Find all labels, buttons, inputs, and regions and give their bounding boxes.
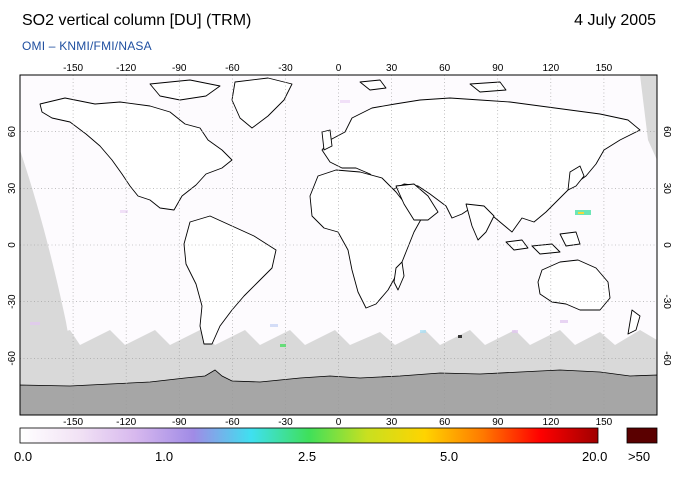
australia-landmass: [537, 259, 611, 311]
missing-data-swath-east: [640, 75, 657, 160]
longitude-tick-label-top: -30: [278, 63, 293, 74]
map-frame: [19, 74, 658, 416]
colorbar: [19, 427, 599, 444]
longitude-tick-label-bottom: 90: [492, 417, 504, 428]
so2-speckles: [30, 100, 591, 347]
longitude-tick-label-bottom: -30: [278, 417, 293, 428]
arctic-islands: [149, 79, 507, 101]
longitude-tick-label-bottom: -120: [116, 417, 136, 428]
north-america-landmass: [39, 97, 233, 211]
latitude-labels-right: 60 30 0 -30 -60: [661, 126, 672, 366]
indonesia-islands: [505, 231, 581, 255]
colorbar-overflow-label: >50: [628, 449, 651, 464]
india-landmass: [465, 203, 495, 241]
colorbar-label-3: 5.0: [440, 449, 459, 464]
longitude-tick-label-bottom: -150: [63, 417, 83, 428]
longitude-tick-label-bottom: 120: [542, 417, 559, 428]
latitude-tick-label-right: 60: [661, 126, 672, 138]
longitude-tick-label-top: 30: [386, 63, 398, 74]
greenland-landmass: [231, 77, 293, 129]
missing-data-swath-west: [20, 150, 70, 345]
colorbar-label-4: 20.0: [582, 449, 608, 464]
latitude-tick-label-left: 0: [7, 242, 18, 248]
antarctica-landmass: [20, 369, 657, 415]
latitude-tick-label-left: 60: [7, 126, 18, 138]
latitude-tick-label-right: 0: [661, 242, 672, 248]
latitude-tick-label-right: -30: [661, 294, 672, 309]
latitude-tick-label-right: 30: [661, 183, 672, 195]
longitude-tick-label-top: -60: [225, 63, 240, 74]
longitude-tick-label-bottom: -90: [172, 417, 187, 428]
longitude-tick-label-top: 90: [492, 63, 504, 74]
longitude-tick-label-bottom: 0: [336, 417, 342, 428]
longitude-tick-label-top: -90: [172, 63, 187, 74]
map-date: 4 July 2005: [574, 12, 656, 29]
longitude-tick-label-top: 120: [542, 63, 559, 74]
longitude-labels-bottom: -150 -120 -90 -60 -30 0 30 60 90 120 150: [63, 417, 613, 428]
latitude-labels-left: 60 30 0 -30 -60: [7, 126, 18, 366]
arabia-landmass: [395, 183, 439, 221]
map-credit: OMI – KNMI/FMI/NASA: [22, 39, 152, 53]
longitude-tick-label-bottom: 150: [596, 417, 613, 428]
longitude-tick-label-top: -150: [63, 63, 83, 74]
japan-landmass: [567, 165, 585, 191]
latitude-tick-label-left: -30: [7, 294, 18, 309]
map-title: SO2 vertical column [DU] (TRM): [22, 12, 252, 29]
latitude-tick-label-right: -60: [661, 351, 672, 366]
graticule-grid: [20, 75, 657, 415]
longitude-tick-label-bottom: -60: [225, 417, 240, 428]
longitude-tick-label-top: -120: [116, 63, 136, 74]
new-zealand-landmass: [627, 309, 641, 335]
south-america-landmass: [183, 215, 277, 345]
uk-landmass: [321, 129, 333, 151]
longitude-tick-label-top: 150: [596, 63, 613, 74]
colorbar-label-2: 2.5: [298, 449, 317, 464]
colorbar-overflow-swatch: [626, 427, 658, 444]
longitude-labels-top: -150 -120 -90 -60 -30 0 30 60 90 120 150: [63, 63, 613, 74]
longitude-tick-label-bottom: 60: [439, 417, 451, 428]
longitude-tick-label-top: 60: [439, 63, 451, 74]
colorbar-label-1: 1.0: [155, 449, 174, 464]
madagascar-landmass: [393, 261, 405, 291]
latitude-tick-label-left: -60: [7, 351, 18, 366]
latitude-tick-label-left: 30: [7, 182, 18, 194]
longitude-tick-label-bottom: 30: [386, 417, 398, 428]
colorbar-label-0: 0.0: [14, 449, 33, 464]
longitude-tick-label-top: 0: [336, 63, 342, 74]
